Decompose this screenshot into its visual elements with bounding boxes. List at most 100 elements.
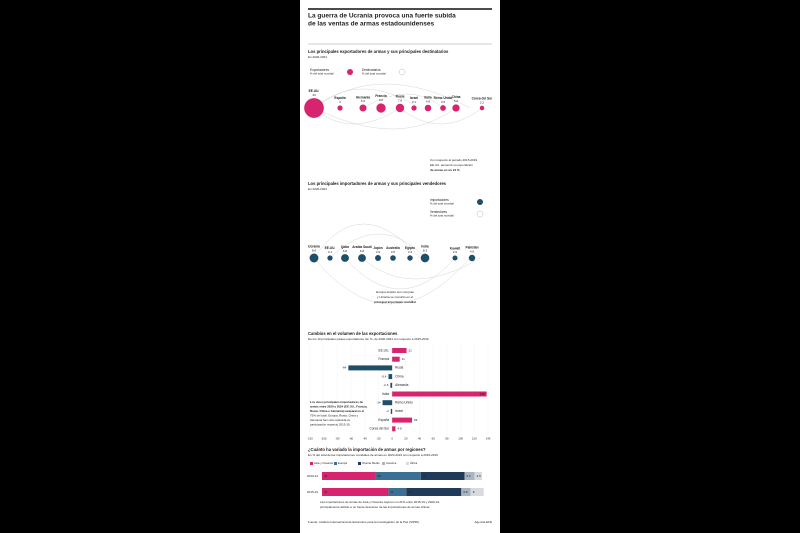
bubble-value: 8.3 <box>423 248 428 252</box>
x-tick-label: -120 <box>307 437 313 441</box>
bubble <box>407 255 413 261</box>
bubble-value: 5.6 <box>361 99 366 103</box>
value-label: 4.5 <box>477 474 482 478</box>
legend-label: Exportadores <box>310 68 329 72</box>
bubble <box>452 104 460 112</box>
annotation: Las importaciones de armas de Asia y Oce… <box>320 500 440 504</box>
value-label: 21 <box>409 348 413 352</box>
category-label: Reino Unido <box>395 401 413 405</box>
legend-label: Oriente Medio <box>362 461 380 465</box>
bar <box>392 348 407 353</box>
section-title: ¿Cuánto ha variado la importación de arm… <box>308 447 426 452</box>
bubble-value: 3.1 <box>328 250 333 254</box>
legend-label: Vendedores <box>430 210 447 214</box>
bar <box>388 374 393 380</box>
bubble-label: China <box>452 95 461 99</box>
value-label: 8 <box>473 490 475 494</box>
bubble-label: Israel <box>410 96 418 100</box>
category-label: China <box>395 374 404 378</box>
category-label: España <box>378 418 389 422</box>
legend-swatch <box>406 462 409 465</box>
category-label: Israel <box>395 409 403 413</box>
value-label: 11 <box>402 357 405 361</box>
value-label: 11 <box>390 490 393 494</box>
legend-label: Destinatarios <box>362 68 381 72</box>
bubble-value: 6.8 <box>360 249 365 253</box>
legend-swatch <box>358 462 361 465</box>
legend-swatch <box>382 462 385 465</box>
bubble-label: Kuwait <box>450 246 461 250</box>
annotation: Alemania han visto reducida su <box>310 418 351 422</box>
title: La guerra de Ucrania provoca una fuerte … <box>308 13 456 20</box>
bar-segment <box>406 488 462 496</box>
bubble-label: Ucrania <box>308 244 320 248</box>
bubble <box>440 105 446 111</box>
legend-note: % del total mundial <box>362 72 386 76</box>
value-label: 5.8 <box>463 490 468 494</box>
bubble-label: Corea del Sur <box>472 97 493 101</box>
category-label: Alemania <box>395 383 409 387</box>
x-tick-label: 140 <box>486 437 491 441</box>
section-subtitle: En 2020-2024 <box>308 55 327 59</box>
legend-label: Europa <box>338 461 347 465</box>
bar <box>392 391 487 397</box>
bar-segment <box>461 488 471 496</box>
bubble-label: Japón <box>373 246 382 250</box>
x-tick-label: -80 <box>335 437 339 441</box>
column <box>300 0 500 533</box>
row-label: 2020-24 <box>307 474 318 478</box>
bubble <box>390 255 396 261</box>
bubble <box>304 98 324 118</box>
value-label: 34 <box>408 490 412 494</box>
bar-segment <box>322 472 376 480</box>
category-label: EE.UU. <box>379 348 390 352</box>
legend-swatch <box>476 210 484 218</box>
bar-segment <box>420 472 465 480</box>
annotation: Rusia, China e Alemania) acapararon el <box>310 409 364 413</box>
x-tick-label: 80 <box>445 437 449 441</box>
legend-swatch <box>477 199 483 205</box>
bubble <box>327 255 333 261</box>
bar-segment <box>474 472 482 480</box>
bubble-label: Australia <box>386 246 400 250</box>
bar <box>392 426 396 432</box>
x-tick-label: 120 <box>472 437 477 441</box>
bubble <box>468 254 476 262</box>
bubble <box>358 254 366 262</box>
bubble <box>411 105 417 111</box>
x-tick-label: 40 <box>418 437 422 441</box>
value-label: -2.6 <box>383 383 389 387</box>
value-label: 27 <box>423 474 427 478</box>
value-label: 138 <box>480 392 485 396</box>
bubble-value: 9.6 <box>379 98 384 102</box>
legend-swatch <box>398 68 406 76</box>
category-label: Francia <box>379 357 390 361</box>
annotation: Los cinco principales importadores de <box>310 400 363 404</box>
section-subtitle: En 2020-2024 <box>308 187 327 191</box>
category-label: Corea del Sur <box>369 427 390 431</box>
bubble <box>309 253 319 263</box>
bubble-value: 6.8 <box>343 249 348 253</box>
annotation: Europa duplicó sus compras <box>376 290 414 294</box>
bubble-label: Alemania <box>356 95 370 99</box>
bubble <box>479 105 485 111</box>
value-label: -5.4 <box>381 374 387 378</box>
section-title: Los principales importadores de armas y … <box>308 181 447 186</box>
legend-note: % del total mundial <box>430 214 454 218</box>
bubble <box>452 255 458 261</box>
value-label: 28 <box>377 474 381 478</box>
bubble <box>424 104 432 112</box>
category-label: Italia <box>382 392 389 396</box>
bubble <box>341 254 349 262</box>
value-label: -64 <box>342 366 347 370</box>
annotation: EE.UU. aumentó su exportación <box>430 163 473 167</box>
value-label: 29 <box>414 418 418 422</box>
x-tick-label: -20 <box>376 437 380 441</box>
legend-swatch <box>347 69 353 75</box>
bubble-value: 43 <box>312 93 316 97</box>
bar <box>348 365 393 371</box>
x-tick-label: -100 <box>321 437 327 441</box>
bubble-label: India <box>421 245 429 249</box>
annotation: 75% del total. Europa, Rusia, China y <box>310 413 359 417</box>
